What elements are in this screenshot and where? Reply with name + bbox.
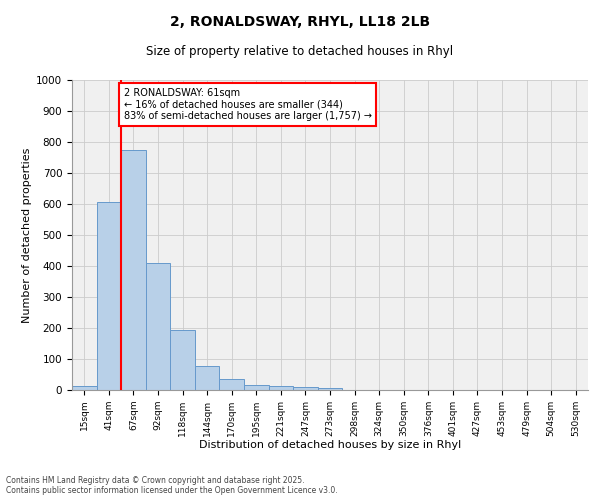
Bar <box>269 386 293 390</box>
Bar <box>97 202 121 390</box>
Bar <box>220 379 244 390</box>
Bar <box>72 386 97 390</box>
Bar <box>318 388 342 390</box>
Text: 2 RONALDSWAY: 61sqm
← 16% of detached houses are smaller (344)
83% of semi-detac: 2 RONALDSWAY: 61sqm ← 16% of detached ho… <box>124 88 371 121</box>
Bar <box>170 330 195 390</box>
X-axis label: Distribution of detached houses by size in Rhyl: Distribution of detached houses by size … <box>199 440 461 450</box>
Text: Contains HM Land Registry data © Crown copyright and database right 2025.
Contai: Contains HM Land Registry data © Crown c… <box>6 476 338 495</box>
Bar <box>146 263 170 390</box>
Bar <box>195 366 220 390</box>
Bar <box>244 386 269 390</box>
Y-axis label: Number of detached properties: Number of detached properties <box>22 148 32 322</box>
Bar <box>121 150 146 390</box>
Text: 2, RONALDSWAY, RHYL, LL18 2LB: 2, RONALDSWAY, RHYL, LL18 2LB <box>170 15 430 29</box>
Text: Size of property relative to detached houses in Rhyl: Size of property relative to detached ho… <box>146 45 454 58</box>
Bar <box>293 387 318 390</box>
